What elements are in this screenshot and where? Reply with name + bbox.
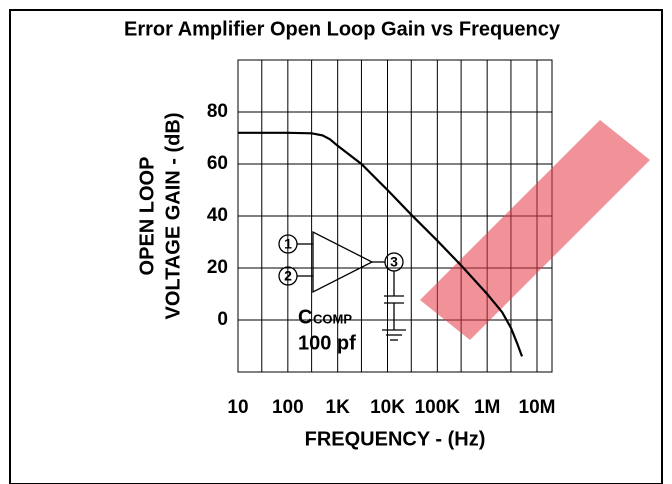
x-tick-label: 10K — [370, 397, 405, 418]
y-tick-label: 60 — [207, 153, 228, 174]
pin-label: 2 — [284, 268, 292, 284]
chart-title: Error Amplifier Open Loop Gain vs Freque… — [124, 18, 561, 40]
cap-value: 100 pf — [298, 332, 356, 354]
pin-label: 3 — [390, 254, 398, 270]
y-tick-label: 20 — [207, 257, 228, 278]
pin-label: 1 — [284, 236, 292, 252]
opamp-diagram — [278, 230, 406, 341]
y-tick-label: 40 — [207, 205, 228, 226]
x-tick-label: 1M — [474, 397, 500, 418]
frame — [9, 9, 663, 484]
x-tick-label: 100 — [272, 397, 304, 418]
x-tick-label: 10 — [227, 397, 248, 418]
y-axis-label: VOLTAGE GAIN - (dB) — [162, 112, 184, 319]
watermark — [420, 120, 650, 340]
gain-curve — [238, 131, 524, 357]
y-tick-label: 80 — [207, 101, 228, 122]
cap-label: COMP — [313, 311, 352, 326]
x-tick-label: 10M — [519, 397, 556, 418]
x-axis-label: FREQUENCY - (Hz) — [305, 428, 486, 450]
y-tick-label: 0 — [217, 309, 228, 330]
cap-label: C — [298, 306, 312, 328]
x-tick-label: 100K — [415, 397, 461, 418]
y-axis-label: OPEN LOOP — [136, 157, 158, 276]
x-tick-label: 1K — [326, 397, 351, 418]
